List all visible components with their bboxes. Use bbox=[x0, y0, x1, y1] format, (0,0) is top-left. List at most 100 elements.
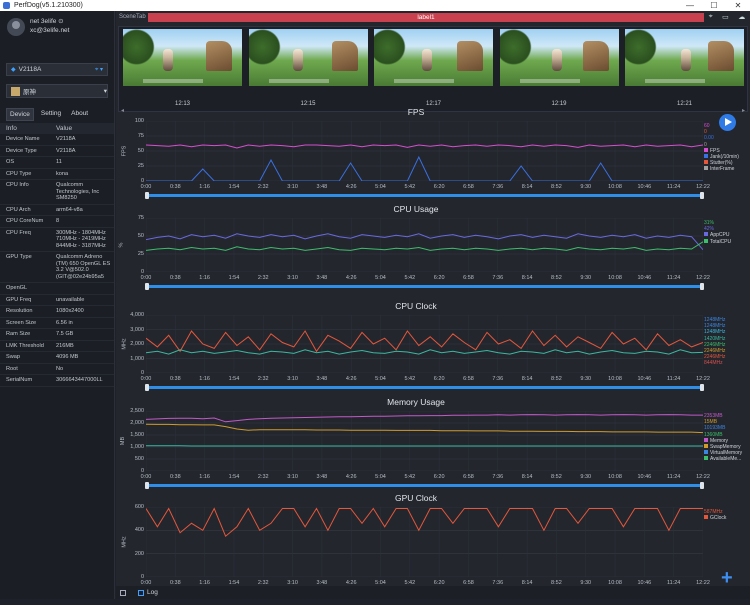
device-selector[interactable]: ◆ V2118A ⌖ ▾ bbox=[6, 63, 108, 76]
x-tick-label: 8:14 bbox=[515, 275, 539, 281]
info-value: 11 bbox=[56, 159, 114, 166]
x-tick-label: 0:38 bbox=[163, 184, 187, 190]
x-tick-label: 1:16 bbox=[193, 275, 217, 281]
thumbnail-character bbox=[681, 49, 691, 71]
chart-title: CPU Usage bbox=[116, 204, 716, 214]
legend-entry[interactable]: AvailableMe... bbox=[704, 456, 742, 462]
legend-label: InterFrame bbox=[710, 166, 734, 172]
x-tick-label: 0:38 bbox=[163, 474, 187, 480]
info-key: OpenGL bbox=[0, 285, 56, 292]
time-range-slider[interactable] bbox=[146, 484, 703, 487]
info-key: SerialNum bbox=[0, 377, 56, 384]
strip-right-arrow-icon[interactable]: ▸ bbox=[742, 107, 745, 114]
x-tick-label: 2:32 bbox=[251, 376, 275, 382]
tab-setting[interactable]: Setting bbox=[38, 108, 64, 121]
user-email: xc@3elife.net bbox=[30, 26, 114, 35]
location-icon[interactable]: ⌖ bbox=[709, 13, 713, 21]
log-checkbox[interactable] bbox=[138, 590, 144, 596]
info-key: Screen Size bbox=[0, 320, 56, 327]
y-tick-label: 2,000 bbox=[120, 420, 144, 426]
x-tick-label: 2:32 bbox=[251, 184, 275, 190]
y-tick-label: 500 bbox=[120, 456, 144, 462]
x-tick-label: 11:24 bbox=[662, 376, 686, 382]
thumbnail-rock bbox=[332, 41, 358, 71]
close-button[interactable]: ✕ bbox=[726, 1, 750, 10]
legend-label: Jank(/10min) bbox=[710, 154, 739, 160]
legend-entry[interactable]: InterFrame bbox=[704, 166, 739, 172]
play-button[interactable] bbox=[719, 114, 736, 131]
thumbnail-tree bbox=[374, 29, 408, 69]
legend-label: FPS bbox=[710, 148, 720, 154]
scene-thumbnail[interactable] bbox=[374, 29, 493, 86]
user-avatar-icon[interactable] bbox=[7, 18, 25, 36]
time-range-slider[interactable] bbox=[146, 285, 703, 288]
cloud-icon[interactable]: ☁ bbox=[738, 13, 745, 21]
expand-icon[interactable] bbox=[120, 590, 126, 596]
maximize-button[interactable]: ☐ bbox=[702, 1, 726, 10]
x-tick-label: 5:42 bbox=[398, 474, 422, 480]
info-table-header: Info Value bbox=[0, 123, 114, 134]
title-bar: PerfDog(v5.1.210300) — ☐ ✕ bbox=[0, 0, 750, 11]
legend-entry[interactable]: TotalCPU bbox=[704, 239, 731, 245]
x-tick-label: 6:20 bbox=[427, 376, 451, 382]
scene-thumbnail[interactable] bbox=[500, 29, 619, 86]
x-tick-label: 4:26 bbox=[339, 275, 363, 281]
folder-icon[interactable]: ▭ bbox=[722, 13, 729, 21]
x-tick-label: 3:10 bbox=[281, 275, 305, 281]
x-tick-label: 6:58 bbox=[456, 275, 480, 281]
y-tick-label: 2,500 bbox=[120, 408, 144, 414]
device-connection-icon[interactable]: ⌖ ▾ bbox=[95, 66, 103, 74]
time-range-slider[interactable] bbox=[146, 386, 703, 389]
x-tick-label: 6:58 bbox=[456, 474, 480, 480]
x-tick-label: 2:32 bbox=[251, 474, 275, 480]
bottom-bar: Log bbox=[116, 586, 750, 599]
y-tick-label: 4,000 bbox=[120, 312, 144, 318]
time-range-slider[interactable] bbox=[146, 194, 703, 197]
tab-about[interactable]: About bbox=[68, 108, 91, 121]
scene-thumbnail[interactable] bbox=[249, 29, 368, 86]
series-line bbox=[146, 350, 703, 354]
user-name: net 3elife ⊙ bbox=[30, 17, 114, 26]
scene-label-1[interactable]: label1 bbox=[148, 13, 704, 22]
user-panel: net 3elife ⊙ xc@3elife.net bbox=[0, 11, 114, 47]
y-tick-label: 2,000 bbox=[120, 341, 144, 347]
x-tick-label: 8:52 bbox=[544, 474, 568, 480]
scene-thumbnail[interactable] bbox=[625, 29, 744, 86]
x-tick-label: 10:08 bbox=[603, 275, 627, 281]
legend-swatch bbox=[704, 438, 708, 442]
app-selector[interactable]: 原神 ▾ bbox=[6, 84, 108, 98]
x-tick-label: 8:14 bbox=[515, 474, 539, 480]
minimize-button[interactable]: — bbox=[678, 1, 702, 10]
x-tick-label: 12:22 bbox=[691, 184, 715, 190]
info-value: 4096 MB bbox=[56, 354, 114, 361]
thumbnail-tree bbox=[123, 29, 157, 69]
info-value: unavailable bbox=[56, 297, 114, 304]
info-row: OpenGL bbox=[0, 283, 114, 295]
legend-entry[interactable]: GClock bbox=[704, 515, 726, 521]
info-key: CPU Freq bbox=[0, 230, 56, 250]
x-tick-label: 0:00 bbox=[134, 474, 158, 480]
info-value: Qualcomm Adreno (TM) 650 OpenGL ES 3.2 V… bbox=[56, 254, 114, 280]
scene-thumbnail[interactable] bbox=[123, 29, 242, 86]
x-tick-label: 3:10 bbox=[281, 376, 305, 382]
y-tick-label: 1,000 bbox=[120, 356, 144, 362]
thumbnail-rock bbox=[457, 41, 483, 71]
x-tick-label: 10:08 bbox=[603, 376, 627, 382]
info-value: 1080x2400 bbox=[56, 308, 114, 315]
series-line bbox=[146, 157, 703, 181]
info-key: Resolution bbox=[0, 308, 56, 315]
x-tick-label: 7:36 bbox=[486, 275, 510, 281]
tab-device[interactable]: Device bbox=[6, 108, 34, 121]
y-tick-label: 75 bbox=[120, 133, 144, 139]
x-tick-label: 5:04 bbox=[369, 184, 393, 190]
info-value: 216MB bbox=[56, 343, 114, 350]
y-tick-label: 50 bbox=[120, 233, 144, 239]
x-tick-label: 7:36 bbox=[486, 184, 510, 190]
